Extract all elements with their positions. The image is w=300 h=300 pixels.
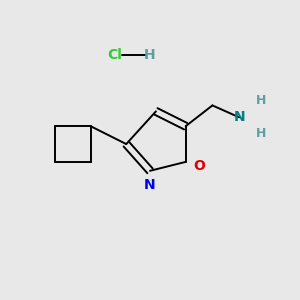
Text: N: N — [233, 110, 245, 124]
Text: H: H — [256, 94, 267, 107]
Text: H: H — [144, 48, 156, 62]
Text: Cl: Cl — [107, 48, 122, 62]
Text: N: N — [144, 178, 156, 192]
Text: H: H — [256, 127, 267, 140]
Text: O: O — [193, 159, 205, 173]
